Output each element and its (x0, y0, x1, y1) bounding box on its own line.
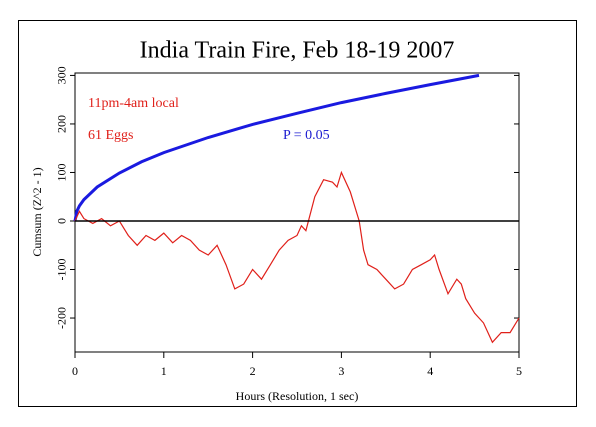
x-tick-label: 2 (250, 364, 256, 378)
x-tick-label: 5 (516, 364, 522, 378)
x-tick-label: 4 (427, 364, 433, 378)
y-axis-label: Cumsum (Z^2 - 1) (30, 167, 44, 256)
plot-frame (74, 72, 520, 353)
x-tick-label: 3 (338, 364, 344, 378)
data-line (73, 73, 480, 222)
data-line (74, 170, 520, 344)
y-tick-label: 100 (55, 163, 69, 181)
x-tick-label: 0 (72, 364, 78, 378)
y-tick-label: 200 (55, 115, 69, 133)
y-tick-label: -100 (55, 259, 69, 281)
annotation: P = 0.05 (283, 128, 330, 143)
annotation: 11pm-4am local (88, 96, 179, 111)
x-axis-label: Hours (Resolution, 1 sec) (236, 389, 359, 403)
y-tick-label: 300 (55, 66, 69, 84)
chart-title: India Train Fire, Feb 18-19 2007 (140, 38, 455, 64)
x-tick-label: 1 (161, 364, 167, 378)
outer-frame (18, 20, 577, 407)
annotation: 61 Eggs (88, 128, 134, 143)
y-tick-label: -200 (55, 307, 69, 329)
y-tick-label: 0 (55, 218, 69, 224)
